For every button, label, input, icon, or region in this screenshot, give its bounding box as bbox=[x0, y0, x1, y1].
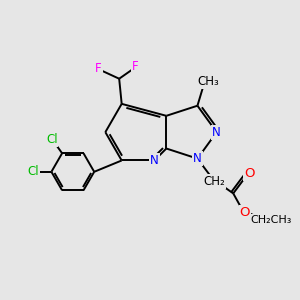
Text: N: N bbox=[150, 154, 159, 167]
Text: N: N bbox=[193, 152, 202, 165]
Text: CH₃: CH₃ bbox=[197, 75, 219, 88]
Text: F: F bbox=[95, 62, 102, 75]
Text: Cl: Cl bbox=[28, 165, 39, 178]
Text: CH₂CH₃: CH₂CH₃ bbox=[250, 214, 291, 225]
Text: Cl: Cl bbox=[46, 134, 58, 146]
Text: F: F bbox=[132, 60, 139, 73]
Text: O: O bbox=[240, 206, 250, 219]
Text: N: N bbox=[212, 126, 221, 139]
Text: CH₂: CH₂ bbox=[203, 175, 225, 188]
Text: O: O bbox=[244, 167, 254, 180]
